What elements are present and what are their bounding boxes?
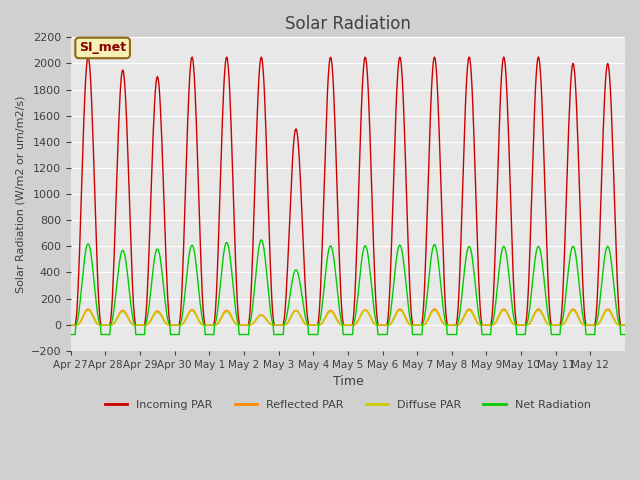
X-axis label: Time: Time <box>333 375 364 388</box>
Net Radiation <box>234 319 241 325</box>
Incoming PAR <box>437 178 445 183</box>
Diffuse PAR <box>406 322 413 327</box>
Net Radiation <box>283 312 291 318</box>
Net Radiation <box>67 332 75 337</box>
Net Radiation <box>621 332 629 337</box>
Line: Reflected PAR: Reflected PAR <box>71 309 625 324</box>
Reflected PAR <box>84 306 92 312</box>
Net Radiation <box>262 262 269 268</box>
Text: SI_met: SI_met <box>79 41 126 54</box>
Net Radiation <box>258 237 266 243</box>
Incoming PAR <box>67 322 75 327</box>
Line: Net Radiation: Net Radiation <box>71 240 625 335</box>
Reflected PAR <box>621 322 629 327</box>
Incoming PAR <box>283 279 291 285</box>
Diffuse PAR <box>621 322 629 327</box>
Reflected PAR <box>235 322 243 327</box>
Net Radiation <box>406 313 413 319</box>
Incoming PAR <box>132 322 140 327</box>
Reflected PAR <box>406 321 413 327</box>
Net Radiation <box>437 282 445 288</box>
Diffuse PAR <box>283 321 291 327</box>
Y-axis label: Solar Radiation (W/m2 or um/m2/s): Solar Radiation (W/m2 or um/m2/s) <box>15 96 25 293</box>
Diffuse PAR <box>84 308 92 313</box>
Incoming PAR <box>621 322 629 327</box>
Incoming PAR <box>262 127 269 132</box>
Incoming PAR <box>235 314 243 320</box>
Reflected PAR <box>283 321 291 326</box>
Incoming PAR <box>84 54 92 60</box>
Reflected PAR <box>262 316 269 322</box>
Net Radiation <box>132 332 140 337</box>
Incoming PAR <box>406 281 413 287</box>
Diffuse PAR <box>437 317 445 323</box>
Diffuse PAR <box>67 322 75 327</box>
Reflected PAR <box>132 322 140 327</box>
Reflected PAR <box>437 315 445 321</box>
Reflected PAR <box>67 322 75 327</box>
Line: Diffuse PAR: Diffuse PAR <box>71 311 625 324</box>
Legend: Incoming PAR, Reflected PAR, Diffuse PAR, Net Radiation: Incoming PAR, Reflected PAR, Diffuse PAR… <box>101 396 595 414</box>
Diffuse PAR <box>132 322 140 327</box>
Line: Incoming PAR: Incoming PAR <box>71 57 625 324</box>
Title: Solar Radiation: Solar Radiation <box>285 15 411 33</box>
Diffuse PAR <box>235 322 243 327</box>
Diffuse PAR <box>262 316 269 322</box>
